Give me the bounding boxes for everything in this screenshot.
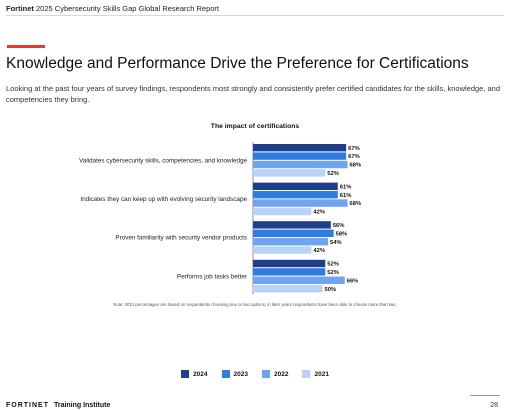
data-label-2023: 67% [348,154,360,160]
data-label-2024: 67% [348,146,360,152]
bar-2024 [253,221,331,229]
accent-bar [7,45,45,48]
data-label-2022: 68% [350,163,362,169]
bar-2021 [253,207,312,216]
header-divider [6,15,504,16]
data-label-2023: 58% [336,231,348,237]
page-number: 28 [490,402,498,409]
legend-swatch [302,370,311,378]
bar-2021 [253,246,312,254]
legend-label: 2021 [314,370,329,378]
data-label-2022: 54% [330,240,342,246]
bar-2023 [253,268,326,276]
data-label-2024: 56% [333,223,345,229]
footer-divider [470,395,500,396]
legend-swatch [181,370,190,378]
bar-2021 [253,169,326,177]
header-report-title: 2025 Cybersecurity Skills Gap Global Res… [36,4,220,13]
footer-logo-suffix: Training Institute [53,402,111,409]
data-label-2023: 52% [327,270,339,276]
legend-swatch [262,370,270,378]
bar-2023 [253,191,338,199]
fortinet-logo: FORTINET [6,402,49,409]
data-label-2021: 42% [313,248,325,254]
header-brand: Fortinet [6,4,34,13]
bar-2021 [253,285,323,293]
data-label-2022: 68% [350,201,362,207]
bar-2022 [253,160,348,169]
legend-item-2021: 2021 [302,370,329,378]
category-label: Validates cybersecurity skills, competen… [79,158,247,165]
legend-label: 2023 [233,370,248,378]
legend-label: 2024 [193,370,208,378]
data-label-2021: 42% [313,210,325,216]
impact-bar-chart: Validates cybersecurity skills, competen… [79,142,362,295]
data-label-2022: 66% [347,278,359,284]
data-label-2021: 50% [325,287,337,293]
legend-label: 2022 [274,370,289,378]
category-label: Proven familiarity with security vendor … [115,235,247,242]
bar-2022 [253,199,348,207]
chart-legend: 2024 2023 2022 2021 [0,370,510,378]
report-header: Fortinet 2025 Cybersecurity Skills Gap G… [6,4,219,13]
bar-2022 [253,276,345,284]
data-label-2021: 52% [327,171,339,177]
chart-title: The impact of certifications [210,123,300,130]
data-label-2024: 52% [327,262,339,268]
category-label: Indicates they can keep up with evolving… [80,196,247,203]
legend-item-2023: 2023 [221,370,248,378]
bar-2024 [253,182,338,190]
footer-brand: FORTINET Training Institute [6,402,110,409]
category-label: Performs job tasks better [177,273,247,280]
legend-swatch [221,370,230,378]
chart-note: Note: 2021 percentages are based on resp… [113,302,397,307]
legend-item-2022: 2022 [262,370,288,378]
legend-item-2024: 2024 [181,370,208,378]
intro-paragraph: Looking at the past four years of survey… [6,84,501,104]
bar-2024 [253,259,326,268]
data-label-2024: 61% [340,184,352,190]
bar-2024 [253,144,347,152]
page-title: Knowledge and Performance Drive the Pref… [6,55,469,72]
bar-2022 [253,238,329,246]
data-label-2023: 61% [340,193,352,199]
bar-2023 [253,229,334,237]
bar-2023 [253,152,347,160]
